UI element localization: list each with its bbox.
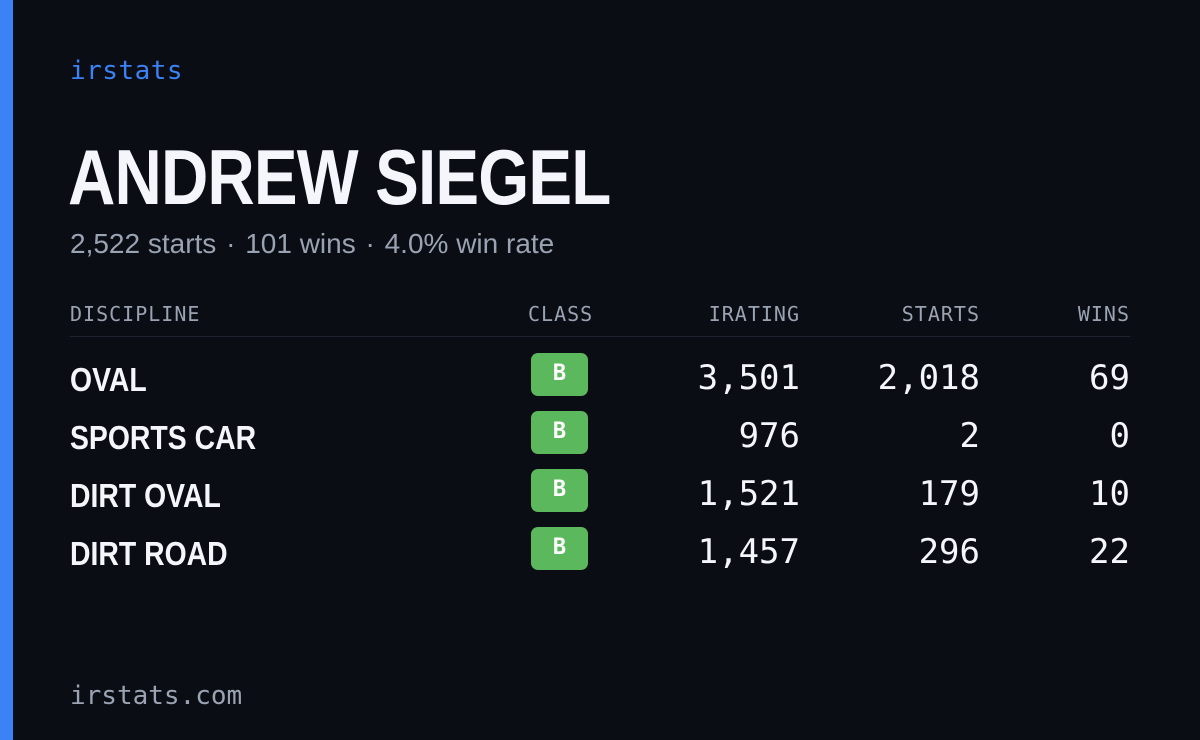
header-irating: IRATING <box>708 302 800 326</box>
class-badge: B <box>531 527 588 570</box>
discipline-cell: SPORTS CAR <box>70 419 257 456</box>
table-row: OVAL B 3,501 2,018 69 <box>70 337 1130 398</box>
starts-cell: 179 <box>918 474 980 514</box>
wins-cell: 69 <box>1089 358 1130 398</box>
starts-cell: 2 <box>959 416 980 456</box>
header-starts: STARTS <box>901 302 980 326</box>
summary-starts: 2,522 starts <box>70 228 217 259</box>
class-badge: B <box>531 469 588 512</box>
stats-table: DISCIPLINE CLASS IRATING STARTS WINS OVA… <box>70 298 1130 572</box>
discipline-cell: OVAL <box>70 361 147 398</box>
irating-cell: 1,457 <box>697 532 800 572</box>
irating-cell: 3,501 <box>697 358 800 398</box>
table-header: DISCIPLINE CLASS IRATING STARTS WINS <box>70 298 1130 337</box>
class-badge: B <box>531 353 588 396</box>
summary-win-rate: 4.0% win rate <box>384 228 555 259</box>
starts-cell: 2,018 <box>877 358 980 398</box>
summary-separator: · <box>226 228 236 259</box>
summary-wins: 101 wins <box>245 228 356 259</box>
header-class: CLASS <box>528 302 594 326</box>
class-badge: B <box>531 411 588 454</box>
driver-summary: 2,522 starts · 101 wins · 4.0% win rate <box>70 228 554 260</box>
irating-cell: 976 <box>738 416 800 456</box>
discipline-cell: DIRT OVAL <box>70 477 221 514</box>
table-row: SPORTS CAR B 976 2 0 <box>70 395 1130 456</box>
accent-bar <box>0 0 13 740</box>
table-row: DIRT OVAL B 1,521 179 10 <box>70 453 1130 514</box>
brand-logo: irstats <box>70 56 184 86</box>
summary-separator: · <box>365 228 375 259</box>
driver-name: ANDREW SIEGEL <box>68 133 611 221</box>
irating-cell: 1,521 <box>697 474 800 514</box>
wins-cell: 22 <box>1089 532 1130 572</box>
table-body: OVAL B 3,501 2,018 69 SPORTS CAR B 976 2… <box>70 337 1130 572</box>
wins-cell: 10 <box>1089 474 1130 514</box>
header-wins: WINS <box>1077 302 1130 326</box>
discipline-cell: DIRT ROAD <box>70 535 228 572</box>
footer-domain: irstats.com <box>70 681 243 711</box>
starts-cell: 296 <box>918 532 980 572</box>
header-discipline: DISCIPLINE <box>70 302 201 326</box>
wins-cell: 0 <box>1109 416 1130 456</box>
table-row: DIRT ROAD B 1,457 296 22 <box>70 511 1130 572</box>
